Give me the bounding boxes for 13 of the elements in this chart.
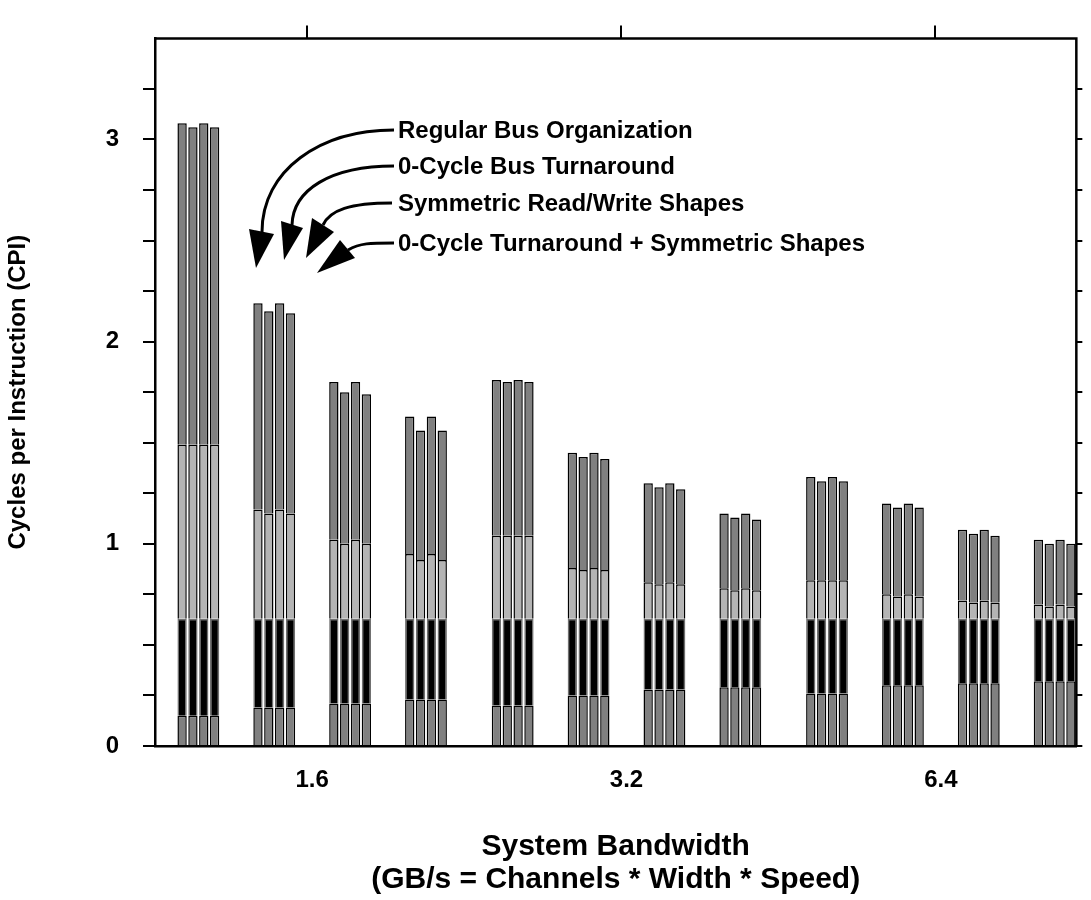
y-axis-title: Cycles per Instruction (CPI) bbox=[3, 234, 31, 550]
annotation: 0-Cycle Turnaround + Symmetric Shapes bbox=[398, 229, 866, 257]
annotation: Symmetric Read/Write Shapes bbox=[398, 189, 745, 217]
x-tick-label: 1.6 bbox=[295, 765, 329, 793]
y-tick-label: 1 bbox=[105, 528, 119, 556]
x-axis-title: System Bandwidth (GB/s = Channels * Width * Speed) bbox=[371, 827, 861, 894]
x-tick-label: 3.2 bbox=[609, 765, 644, 793]
annotation: Regular Bus Organization bbox=[398, 116, 693, 144]
annotation: 0-Cycle Bus Turnaround bbox=[398, 152, 675, 180]
y-tick-label: 2 bbox=[105, 326, 119, 354]
y-tick-label: 3 bbox=[105, 124, 119, 152]
x-tick-label: 6.4 bbox=[924, 765, 959, 793]
y-tick-label: 0 bbox=[105, 730, 119, 758]
